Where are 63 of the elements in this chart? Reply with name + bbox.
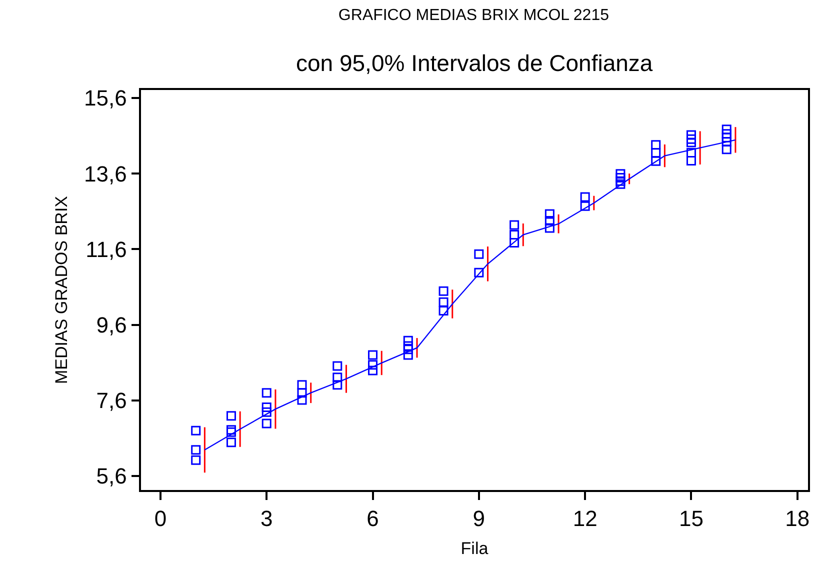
y-tick-label: 9,6 xyxy=(96,312,127,338)
point xyxy=(403,350,413,360)
point xyxy=(438,286,448,296)
point xyxy=(403,344,413,354)
x-tick-label: 18 xyxy=(785,506,810,532)
x-axis-title: Fila xyxy=(460,539,489,558)
point xyxy=(297,380,307,390)
point xyxy=(686,134,696,144)
point xyxy=(226,438,236,448)
point xyxy=(474,249,484,259)
point xyxy=(191,426,201,436)
point xyxy=(438,306,448,316)
point xyxy=(686,156,696,166)
point xyxy=(262,402,272,412)
point xyxy=(191,445,201,455)
point xyxy=(474,268,484,278)
point xyxy=(651,156,661,166)
point xyxy=(722,144,732,154)
x-tick-label: 0 xyxy=(154,506,167,532)
point xyxy=(616,169,626,179)
point xyxy=(297,388,307,398)
point xyxy=(368,350,378,360)
point xyxy=(368,360,378,370)
point xyxy=(332,361,342,371)
y-tick-label: 15,6 xyxy=(84,86,127,111)
y-tick-label: 7,6 xyxy=(96,388,127,414)
chart-title: GRAFICO MEDIAS BRIX MCOL 2215 xyxy=(338,6,610,24)
point xyxy=(368,366,378,376)
y-tick-label: 5,6 xyxy=(96,464,127,489)
point xyxy=(616,179,626,189)
point xyxy=(332,380,342,390)
point xyxy=(262,407,272,417)
point xyxy=(403,336,413,346)
point xyxy=(438,297,448,307)
point xyxy=(297,395,307,405)
x-tick-label: 12 xyxy=(572,506,598,532)
point xyxy=(510,238,520,248)
y-axis-title: MEDIAS GRADOS BRIX xyxy=(52,196,72,384)
x-tick-label: 15 xyxy=(678,506,704,532)
point xyxy=(544,216,554,226)
point xyxy=(651,140,661,150)
point xyxy=(651,148,661,158)
point xyxy=(686,138,696,148)
point xyxy=(580,192,590,202)
point xyxy=(262,388,272,398)
point xyxy=(722,124,732,134)
point xyxy=(580,201,590,211)
y-tick-label: 13,6 xyxy=(84,161,127,186)
point xyxy=(226,411,236,421)
x-tick-label: 9 xyxy=(472,506,486,532)
x-tick-label: 3 xyxy=(260,506,273,532)
point xyxy=(544,209,554,219)
x-tick-label: 6 xyxy=(366,506,379,532)
point xyxy=(510,220,520,230)
point xyxy=(262,418,272,428)
point xyxy=(686,148,696,158)
point xyxy=(403,341,413,351)
y-tick-label: 11,6 xyxy=(86,236,127,262)
point xyxy=(544,223,554,233)
point xyxy=(332,372,342,382)
point xyxy=(191,455,201,465)
point xyxy=(510,230,520,240)
chart-subtitle: con 95,0% Intervalos de Confianza xyxy=(296,50,653,76)
